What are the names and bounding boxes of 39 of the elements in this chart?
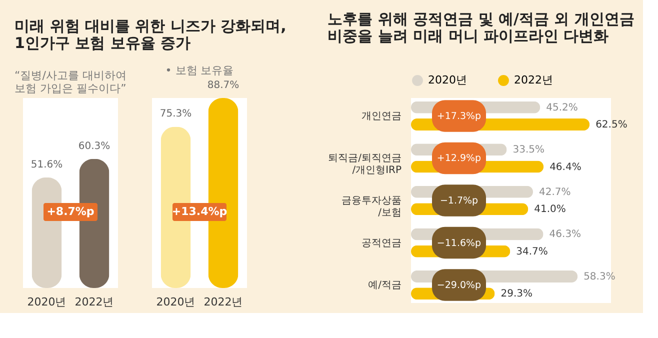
data-label: 62.5% <box>596 120 628 131</box>
data-label: 34.7% <box>516 246 548 258</box>
y-tick-label: 공적연금 <box>362 238 402 249</box>
data-label: 51.6% <box>30 159 63 170</box>
x-tick-label: 2020년 <box>27 296 66 308</box>
x-tick-label: 2022년 <box>74 296 114 308</box>
y-tick-label: 금융투자상품 /보험 <box>342 196 402 218</box>
annotation: −29.0%p <box>436 280 482 292</box>
data-label: 88.7% <box>207 80 240 91</box>
annotation: +13.4%p <box>172 205 228 218</box>
data-label: 60.3% <box>78 140 110 152</box>
data-label: 58.3% <box>584 271 616 282</box>
data-label: 29.3% <box>500 288 532 300</box>
annotation: −1.7%p <box>440 196 478 206</box>
annotation: +12.9%p <box>436 153 482 164</box>
x-tick-label: 2020년 <box>156 296 196 308</box>
data-label: 42.7% <box>539 186 571 198</box>
legend-label: 2022년 <box>514 74 553 87</box>
text: 보험 가입은 필수이다” <box>14 82 126 95</box>
data-label: 46.4% <box>550 162 582 173</box>
text: “질병/사고를 대비하여 <box>14 69 126 82</box>
x-tick-label: 2022년 <box>204 296 243 308</box>
text: 미래 위험 대비를 위한 니즈가 강화되며, <box>14 17 286 35</box>
chart-subtitle: • 보험 보유율 <box>165 64 234 77</box>
annotation: +8.7%p <box>46 205 94 218</box>
y-tick-label: 예/적금 <box>368 280 402 292</box>
y-tick-label: 퇴직금/퇴직연금 /개인형IRP <box>328 153 402 176</box>
data-label: 33.5% <box>512 144 544 156</box>
data-label: 45.2% <box>546 102 578 114</box>
annotation: +17.3%p <box>436 110 482 122</box>
legend-label: 2020년 <box>428 74 467 87</box>
annotation: −11.6%p <box>436 238 482 249</box>
data-label: 41.0% <box>534 204 566 216</box>
data-label: 46.3% <box>549 229 582 240</box>
text: 노후를 위해 공적연금 및 예/적금 외 개인연금 <box>328 10 634 28</box>
text: 비중을 늘려 미래 머니 파이프라인 다변화 <box>328 27 609 45</box>
text: 1인가구 보험 보유율 증가 <box>14 34 191 52</box>
data-label: 75.3% <box>160 108 192 120</box>
y-tick-label: 개인연금 <box>362 110 402 122</box>
